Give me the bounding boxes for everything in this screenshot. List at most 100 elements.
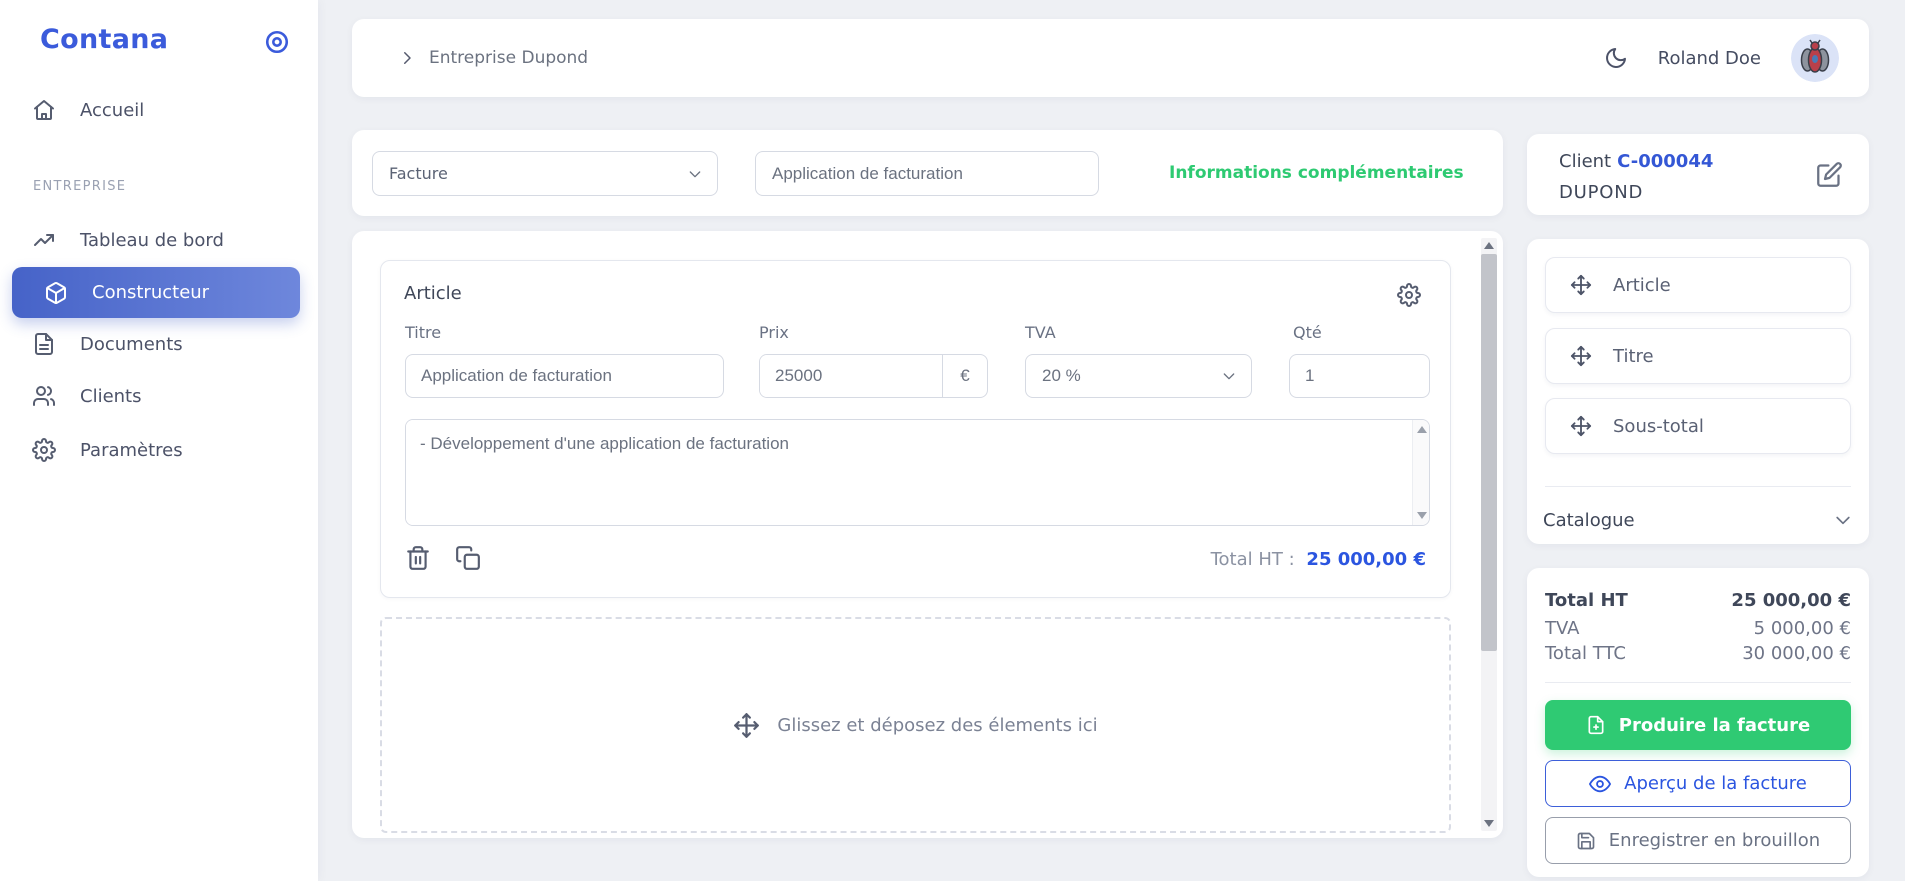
document-icon xyxy=(32,332,56,356)
qte-label: Qté xyxy=(1293,323,1322,342)
trash-icon[interactable] xyxy=(405,545,431,571)
app-logo: Contana xyxy=(40,24,169,55)
chevron-right-icon xyxy=(398,49,416,67)
catalogue-label: Catalogue xyxy=(1543,509,1635,531)
tva-value: 20 % xyxy=(1042,366,1081,385)
preview-invoice-label: Aperçu de la facture xyxy=(1624,773,1807,794)
scrollbar-thumb[interactable] xyxy=(1481,254,1497,651)
titre-label: Titre xyxy=(405,323,442,342)
scroll-up-icon[interactable] xyxy=(1484,242,1494,249)
summary-row-total-ttc: Total TTC 30 000,00 € xyxy=(1545,643,1851,664)
summary-row-tva: TVA 5 000,00 € xyxy=(1545,618,1851,639)
document-title-input[interactable] xyxy=(755,151,1099,196)
scroll-down-icon[interactable] xyxy=(1484,820,1494,827)
draggable-element-titre[interactable]: Titre xyxy=(1545,328,1851,384)
document-type-select[interactable]: Facture xyxy=(372,151,718,196)
article-total-label: Total HT : xyxy=(1210,549,1295,570)
article-settings-gear-icon[interactable] xyxy=(1397,283,1421,307)
top-bar: Entreprise Dupond Roland Doe xyxy=(352,19,1869,97)
user-menu[interactable]: Roland Doe xyxy=(1604,19,1839,97)
builder-scrollbar[interactable] xyxy=(1481,238,1497,831)
trending-up-icon xyxy=(32,228,56,252)
draggable-element-article[interactable]: Article xyxy=(1545,257,1851,313)
element-label: Titre xyxy=(1613,345,1654,367)
preview-invoice-button[interactable]: Aperçu de la facture xyxy=(1545,760,1851,807)
sidebar-item-parametres[interactable]: Paramètres xyxy=(0,426,318,474)
titre-input[interactable] xyxy=(405,354,724,398)
save-draft-button[interactable]: Enregistrer en brouillon xyxy=(1545,817,1851,864)
textarea-scrollbar[interactable] xyxy=(1412,420,1429,525)
sidebar-item-label: Constructeur xyxy=(92,282,210,303)
divider xyxy=(1545,682,1851,683)
element-label: Article xyxy=(1613,274,1671,296)
move-icon xyxy=(1570,274,1592,296)
summary-value: 30 000,00 € xyxy=(1742,643,1851,664)
sidebar-item-label: Clients xyxy=(80,385,142,407)
breadcrumb[interactable]: Entreprise Dupond xyxy=(398,19,588,97)
article-total-value: 25 000,00 € xyxy=(1306,549,1426,570)
catalogue-toggle[interactable]: Catalogue xyxy=(1543,499,1853,541)
currency-suffix: € xyxy=(942,355,987,397)
article-total: Total HT : 25 000,00 € xyxy=(1211,549,1426,570)
edit-client-icon[interactable] xyxy=(1816,161,1843,188)
save-icon xyxy=(1576,831,1596,851)
divider xyxy=(1545,486,1851,487)
package-icon xyxy=(44,281,68,305)
moon-icon[interactable] xyxy=(1604,46,1628,70)
scroll-up-icon[interactable] xyxy=(1417,426,1427,433)
sidebar-item-documents[interactable]: Documents xyxy=(0,320,318,368)
prix-input[interactable] xyxy=(760,355,942,397)
sidebar-section-entreprise: ENTREPRISE xyxy=(33,179,127,194)
client-card: Client C-000044 DUPOND xyxy=(1527,134,1869,215)
extra-info-link[interactable]: Informations complémentaires xyxy=(1169,163,1464,183)
drop-zone[interactable]: Glissez et déposez des élements ici xyxy=(380,617,1451,833)
move-icon xyxy=(1570,415,1592,437)
duplicate-icon[interactable] xyxy=(455,545,481,571)
draggable-element-sous-total[interactable]: Sous-total xyxy=(1545,398,1851,454)
article-block: Article Titre Prix TVA Qté € 20 % - xyxy=(380,260,1451,598)
gear-icon xyxy=(32,438,56,462)
drop-zone-hint: Glissez et déposez des élements ici xyxy=(777,714,1098,736)
article-actions xyxy=(405,545,481,571)
user-name: Roland Doe xyxy=(1657,47,1761,69)
summary-label: Total TTC xyxy=(1545,643,1626,664)
element-label: Sous-total xyxy=(1613,415,1704,437)
chevron-down-icon xyxy=(687,166,703,182)
invoice-builder: Article Titre Prix TVA Qté € 20 % - xyxy=(352,231,1503,838)
client-line: Client C-000044 xyxy=(1559,151,1713,172)
sidebar-item-label: Accueil xyxy=(80,99,145,121)
article-heading: Article xyxy=(404,283,462,304)
summary-row-total-ht: Total HT 25 000,00 € xyxy=(1545,590,1851,611)
client-label: Client xyxy=(1559,151,1612,172)
qte-input[interactable] xyxy=(1289,354,1430,398)
sidebar-item-tableau-de-bord[interactable]: Tableau de bord xyxy=(0,216,318,264)
sidebar-item-constructeur[interactable]: Constructeur xyxy=(12,267,300,318)
chevron-down-icon xyxy=(1833,510,1853,530)
move-icon xyxy=(733,712,760,739)
sidebar-item-accueil[interactable]: Accueil xyxy=(0,86,318,134)
summary-label: Total HT xyxy=(1545,590,1628,611)
produce-invoice-button[interactable]: Produire la facture xyxy=(1545,700,1851,750)
description-field: - Développement d'une application de fac… xyxy=(405,419,1430,526)
summary-label: TVA xyxy=(1545,618,1580,639)
sidebar-item-label: Tableau de bord xyxy=(80,229,224,251)
client-code[interactable]: C-000044 xyxy=(1617,151,1714,172)
move-icon xyxy=(1570,345,1592,367)
sidebar-item-label: Paramètres xyxy=(80,439,183,461)
eye-icon xyxy=(1589,773,1612,795)
sidebar-item-clients[interactable]: Clients xyxy=(0,372,318,420)
description-textarea[interactable]: - Développement d'une application de fac… xyxy=(406,420,1412,525)
summary-value: 25 000,00 € xyxy=(1731,590,1851,611)
summary-value: 5 000,00 € xyxy=(1753,618,1851,639)
avatar[interactable] xyxy=(1791,34,1839,82)
scroll-down-icon[interactable] xyxy=(1417,512,1427,519)
users-icon xyxy=(32,384,56,408)
client-name: DUPOND xyxy=(1559,182,1644,203)
sidebar-toggle-icon[interactable] xyxy=(264,29,290,55)
sidebar-item-label: Documents xyxy=(80,333,183,355)
summary-panel: Total HT 25 000,00 € TVA 5 000,00 € Tota… xyxy=(1527,568,1869,877)
document-type-value: Facture xyxy=(389,164,448,183)
tva-select[interactable]: 20 % xyxy=(1025,354,1252,398)
prix-field-group: € xyxy=(759,354,988,398)
